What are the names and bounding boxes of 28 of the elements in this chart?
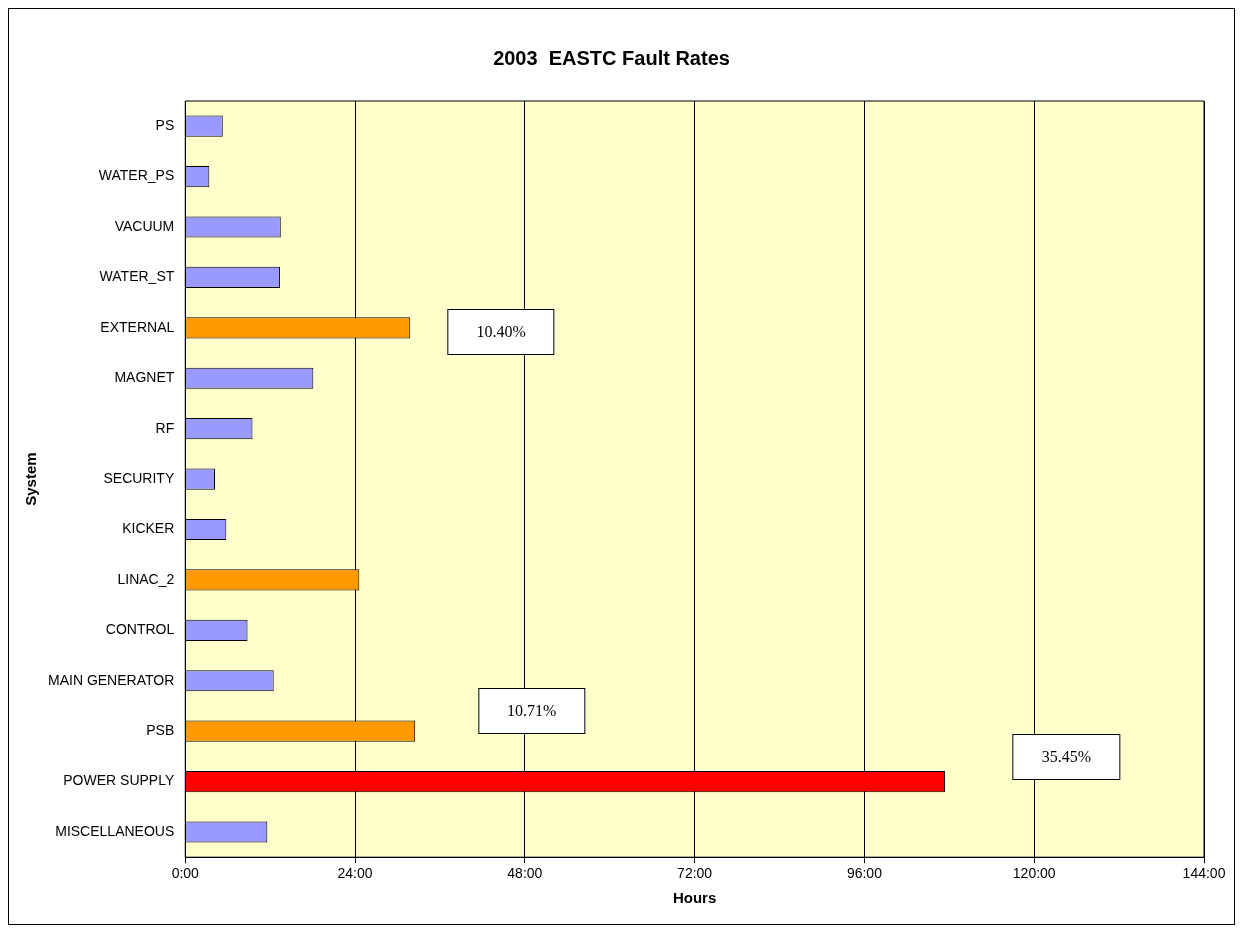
- note-box: 10.71%: [477, 688, 586, 735]
- y-tick-label: KICKER: [122, 520, 175, 537]
- note-box: 35.45%: [1012, 733, 1121, 780]
- y-tick-label: MISCELLANEOUS: [55, 822, 175, 839]
- x-tick-label: 0:00: [171, 865, 200, 882]
- y-tick-label: VACUUM: [114, 217, 175, 234]
- x-tick-label: 48:00: [507, 865, 543, 882]
- y-tick-label: LINAC_2: [117, 570, 175, 587]
- y-tick-label: PSB: [146, 722, 175, 739]
- chart-title: 2003 EASTC Fault Rates: [493, 46, 730, 69]
- y-axis-title: System: [22, 452, 40, 506]
- y-tick-label: RF: [155, 419, 175, 436]
- x-tick-label: 120:00: [1012, 865, 1056, 882]
- y-tick-label: POWER SUPPLY: [63, 772, 175, 789]
- y-tick-label: WATER_ST: [99, 268, 175, 285]
- y-tick-label: CONTROL: [105, 621, 175, 638]
- x-tick-label: 24:00: [337, 865, 373, 882]
- x-tick-label: 144:00: [1182, 865, 1226, 882]
- y-tick-label: WATER_PS: [98, 167, 175, 184]
- x-axis-title: Hours: [672, 889, 717, 907]
- x-tick-label: 72:00: [677, 865, 713, 882]
- note-box: 10.40%: [447, 308, 555, 355]
- y-tick-label: MAIN GENERATOR: [47, 671, 175, 688]
- y-tick-label: SECURITY: [103, 469, 175, 486]
- y-tick-label: PS: [155, 117, 175, 134]
- y-tick-label: EXTERNAL: [100, 318, 175, 335]
- x-tick-label: 96:00: [846, 865, 883, 882]
- y-tick-label: MAGNET: [114, 369, 175, 386]
